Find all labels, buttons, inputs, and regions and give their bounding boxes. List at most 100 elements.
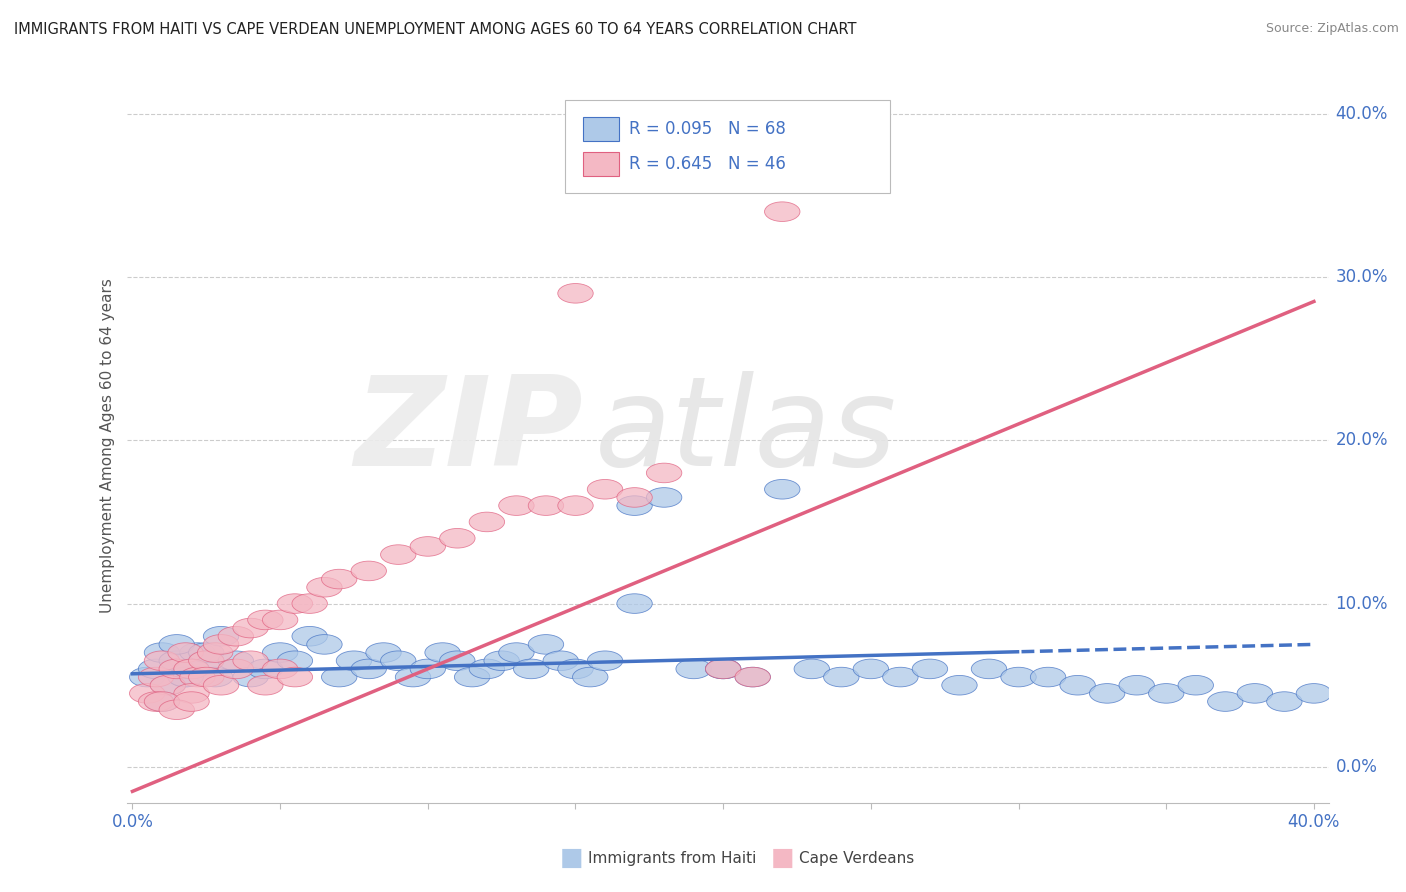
Ellipse shape: [499, 496, 534, 516]
Text: ■: ■: [560, 847, 583, 870]
Text: atlas: atlas: [595, 371, 897, 492]
Ellipse shape: [706, 659, 741, 679]
Ellipse shape: [1178, 675, 1213, 695]
Ellipse shape: [322, 569, 357, 589]
Text: 40.0%: 40.0%: [1336, 104, 1388, 123]
Ellipse shape: [513, 659, 548, 679]
Ellipse shape: [1149, 683, 1184, 703]
Ellipse shape: [1208, 692, 1243, 711]
Ellipse shape: [167, 643, 204, 663]
Ellipse shape: [735, 667, 770, 687]
Ellipse shape: [411, 659, 446, 679]
Ellipse shape: [395, 667, 430, 687]
Ellipse shape: [277, 667, 312, 687]
Ellipse shape: [647, 488, 682, 508]
Text: 0.0%: 0.0%: [1336, 758, 1378, 776]
Ellipse shape: [174, 692, 209, 711]
Ellipse shape: [1237, 683, 1272, 703]
FancyBboxPatch shape: [583, 117, 620, 141]
Ellipse shape: [440, 651, 475, 671]
Ellipse shape: [381, 545, 416, 565]
Ellipse shape: [336, 651, 371, 671]
Ellipse shape: [218, 626, 253, 646]
Ellipse shape: [174, 683, 209, 703]
Ellipse shape: [352, 561, 387, 581]
Ellipse shape: [145, 692, 180, 711]
Ellipse shape: [470, 659, 505, 679]
Ellipse shape: [972, 659, 1007, 679]
Ellipse shape: [263, 643, 298, 663]
FancyBboxPatch shape: [583, 152, 620, 177]
Ellipse shape: [529, 634, 564, 654]
Ellipse shape: [277, 594, 312, 614]
Text: ■: ■: [770, 847, 794, 870]
Ellipse shape: [180, 643, 215, 663]
Ellipse shape: [180, 667, 215, 687]
Ellipse shape: [188, 651, 224, 671]
Ellipse shape: [218, 659, 253, 679]
Ellipse shape: [1031, 667, 1066, 687]
Ellipse shape: [572, 667, 607, 687]
Ellipse shape: [167, 667, 204, 687]
Ellipse shape: [129, 667, 165, 687]
Ellipse shape: [1090, 683, 1125, 703]
Ellipse shape: [366, 643, 401, 663]
Ellipse shape: [411, 537, 446, 557]
Ellipse shape: [1001, 667, 1036, 687]
Ellipse shape: [912, 659, 948, 679]
Ellipse shape: [233, 651, 269, 671]
Ellipse shape: [307, 634, 342, 654]
Ellipse shape: [263, 659, 298, 679]
Ellipse shape: [558, 496, 593, 516]
Ellipse shape: [174, 659, 209, 679]
Ellipse shape: [322, 667, 357, 687]
Ellipse shape: [188, 651, 224, 671]
Ellipse shape: [145, 692, 180, 711]
Ellipse shape: [188, 667, 224, 687]
Ellipse shape: [942, 675, 977, 695]
Ellipse shape: [174, 659, 209, 679]
Ellipse shape: [204, 626, 239, 646]
Ellipse shape: [197, 667, 233, 687]
Ellipse shape: [159, 634, 194, 654]
Ellipse shape: [588, 651, 623, 671]
Text: ZIP: ZIP: [354, 371, 583, 492]
Ellipse shape: [138, 659, 174, 679]
Ellipse shape: [1296, 683, 1331, 703]
Ellipse shape: [647, 463, 682, 483]
Ellipse shape: [454, 667, 489, 687]
Ellipse shape: [233, 618, 269, 638]
Ellipse shape: [159, 651, 194, 671]
Ellipse shape: [247, 659, 283, 679]
Ellipse shape: [765, 480, 800, 499]
Ellipse shape: [617, 488, 652, 508]
Ellipse shape: [425, 643, 460, 663]
Ellipse shape: [735, 667, 770, 687]
Ellipse shape: [529, 496, 564, 516]
Ellipse shape: [159, 659, 194, 679]
Ellipse shape: [218, 651, 253, 671]
Ellipse shape: [277, 651, 312, 671]
Text: 0.0%: 0.0%: [111, 813, 153, 830]
Ellipse shape: [233, 667, 269, 687]
Text: Immigrants from Haiti: Immigrants from Haiti: [588, 851, 756, 865]
Ellipse shape: [247, 675, 283, 695]
Text: Cape Verdeans: Cape Verdeans: [799, 851, 914, 865]
Ellipse shape: [204, 634, 239, 654]
Ellipse shape: [167, 667, 204, 687]
FancyBboxPatch shape: [565, 100, 890, 193]
Text: 40.0%: 40.0%: [1288, 813, 1340, 830]
Text: Source: ZipAtlas.com: Source: ZipAtlas.com: [1265, 22, 1399, 36]
Ellipse shape: [883, 667, 918, 687]
Ellipse shape: [765, 202, 800, 221]
Ellipse shape: [292, 626, 328, 646]
Ellipse shape: [1267, 692, 1302, 711]
Ellipse shape: [617, 496, 652, 516]
Ellipse shape: [307, 577, 342, 597]
Ellipse shape: [617, 594, 652, 614]
Ellipse shape: [174, 659, 209, 679]
Text: R = 0.645   N = 46: R = 0.645 N = 46: [628, 155, 786, 173]
Y-axis label: Unemployment Among Ages 60 to 64 years: Unemployment Among Ages 60 to 64 years: [100, 278, 115, 614]
Ellipse shape: [188, 643, 224, 663]
Ellipse shape: [470, 512, 505, 532]
